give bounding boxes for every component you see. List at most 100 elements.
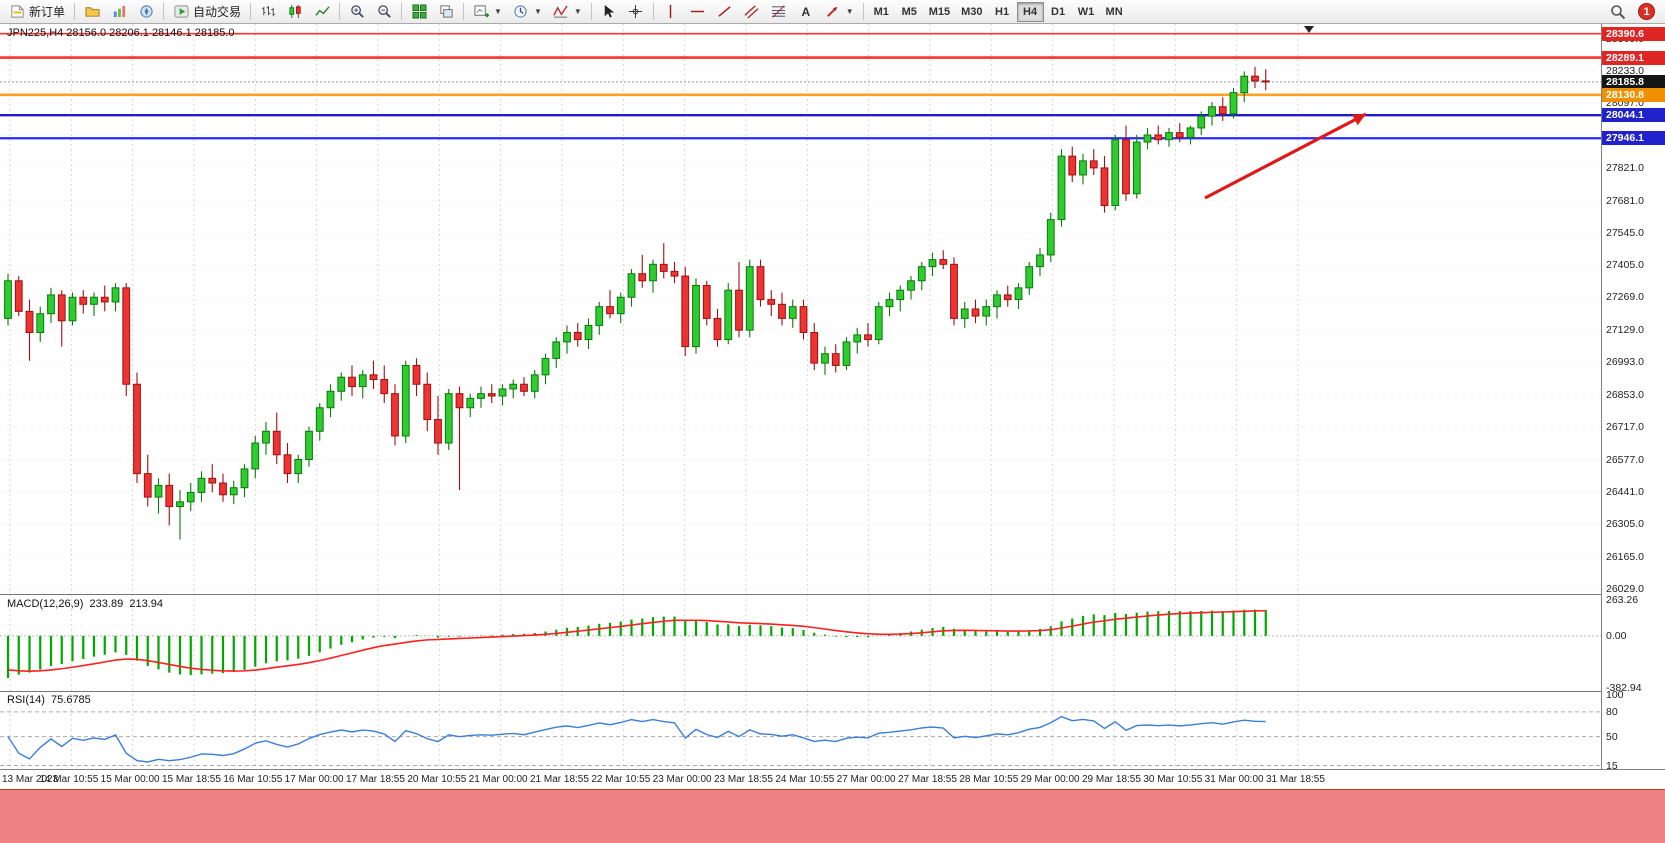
grid-lines	[0, 24, 1601, 768]
timeframe-m15-button[interactable]: M15	[924, 2, 955, 22]
ohlc-bars-icon	[260, 4, 276, 20]
time-tick-label: 23 Mar 18:55	[714, 774, 773, 785]
timeframe-m1-button[interactable]: M1	[868, 2, 895, 22]
notification-badge[interactable]: 1	[1638, 3, 1655, 20]
price-grid-label: 26577.0	[1606, 454, 1644, 467]
rsi-label: RSI(14) 75.6785	[7, 694, 91, 706]
bar-chart-type-button[interactable]	[255, 2, 281, 22]
fibonacci-tool-button[interactable]	[766, 2, 792, 22]
profiles-button[interactable]	[79, 2, 105, 22]
price-line-chip: 28185.8	[1602, 74, 1665, 89]
price-grid-label: 27129.0	[1606, 324, 1644, 337]
time-tick-label: 27 Mar 18:55	[898, 774, 957, 785]
indicators-icon	[553, 4, 569, 20]
timeframe-group: M1 M5 M15 M30 H1 H4 D1 W1 MN	[868, 1, 1128, 22]
new-order-button[interactable]: 新订单	[4, 2, 70, 22]
crosshair-button[interactable]	[623, 2, 649, 22]
channel-tool-button[interactable]	[739, 2, 765, 22]
chart-title: JPN225,H4 28156.0 28206.1 28146.1 28185.…	[7, 27, 235, 39]
zoom-in-icon	[349, 4, 365, 20]
time-tick-label: 24 Mar 10:55	[775, 774, 835, 785]
rsi-line	[7, 715, 1266, 763]
toolbar-separator	[652, 3, 654, 20]
crosshair-icon	[628, 4, 644, 20]
period-button[interactable]: ▼	[508, 2, 547, 22]
line-chart-type-button[interactable]	[309, 2, 335, 22]
price-grid-label: 27269.0	[1606, 291, 1644, 304]
dropdown-caret-icon: ▼	[494, 7, 502, 16]
price-grid-label: 27681.0	[1606, 194, 1644, 207]
price-grid-label: 26305.0	[1606, 518, 1644, 531]
time-tick-label: 21 Mar 00:00	[468, 774, 528, 785]
time-tick-label: 29 Mar 18:55	[1082, 774, 1141, 785]
candlestick-chart-type-button[interactable]	[282, 2, 308, 22]
toolbar-separator	[339, 3, 341, 20]
macd-scale-max: 263.26	[1606, 594, 1639, 606]
cursor-button[interactable]	[596, 2, 622, 22]
time-tick-label: 30 Mar 10:55	[1143, 774, 1203, 785]
profiles-folder-icon	[84, 4, 100, 20]
notification-count: 1	[1643, 5, 1650, 18]
macd-scale-zero: 0.00	[1606, 629, 1627, 642]
dropdown-caret-icon: ▼	[573, 7, 582, 16]
time-tick-label: 31 Mar 18:55	[1266, 774, 1325, 785]
candlestick-icon	[287, 4, 303, 20]
timeframe-d1-button[interactable]: D1	[1045, 2, 1072, 22]
trendline-tool-button[interactable]	[712, 2, 738, 22]
price-grid-label: 28233.0	[1606, 64, 1644, 77]
rsi-scale-label: 50	[1606, 730, 1618, 743]
auto-trading-button[interactable]: 自动交易	[168, 2, 246, 22]
price-axis[interactable]: 26029.0 26165.0 26305.0 26441.0 26577.0 26717…	[1601, 24, 1665, 772]
toolbar-separator	[862, 3, 864, 20]
timeframe-h4-button[interactable]: H4	[1016, 1, 1044, 22]
timeframe-m5-button[interactable]: M5	[896, 2, 923, 22]
trendline-icon	[717, 4, 733, 20]
rsi-pane	[0, 711, 1601, 767]
macd-signal-line	[7, 609, 1266, 672]
candlestick-series	[4, 66, 1270, 540]
horizontal-price-lines[interactable]	[0, 32, 1601, 140]
new-chart-button[interactable]: ▼	[468, 2, 507, 22]
indicators-button[interactable]: ▼	[548, 2, 587, 22]
zoom-out-button[interactable]	[371, 2, 397, 22]
timeframe-mn-button[interactable]: MN	[1101, 2, 1128, 22]
line-chart-icon	[314, 4, 330, 20]
time-tick-label: 31 Mar 00:00	[1204, 774, 1264, 785]
macd-name: MACD(12,26,9)	[7, 598, 84, 610]
rsi-scale-label: 100	[1606, 689, 1624, 702]
toolbar-separator	[74, 3, 76, 20]
vertical-line-tool-button[interactable]	[658, 2, 684, 22]
auto-trading-label: 自动交易	[193, 5, 242, 19]
trend-arrow-annotation[interactable]	[1204, 112, 1367, 200]
time-tick-label: 20 Mar 10:55	[407, 774, 467, 785]
chart-shift-marker	[1304, 26, 1314, 33]
horizontal-line-tool-button[interactable]	[685, 2, 711, 22]
dropdown-caret-icon: ▼	[533, 7, 542, 16]
search-icon	[1610, 4, 1626, 20]
timeframe-h1-button[interactable]: H1	[989, 2, 1016, 22]
price-line-chip: 27946.1	[1602, 131, 1665, 146]
time-tick-label: 27 Mar 00:00	[836, 774, 896, 785]
price-grid-label: 27821.0	[1606, 161, 1644, 174]
price-line-chip: 28130.8	[1602, 87, 1665, 102]
time-axis[interactable]: 13 Mar 2023 14 Mar 10:55 15 Mar 00:00 15 Ma…	[0, 769, 1665, 789]
time-tick-label: 29 Mar 00:00	[1020, 774, 1080, 785]
tile-windows-button[interactable]	[406, 2, 432, 22]
navigator-button[interactable]	[133, 2, 159, 22]
timeframe-m30-button[interactable]: M30	[956, 2, 987, 22]
zoom-in-button[interactable]	[344, 2, 370, 22]
text-tool-button[interactable]: A	[793, 2, 819, 22]
cascade-windows-button[interactable]	[433, 2, 459, 22]
rsi-value: 75.6785	[51, 694, 91, 706]
arrows-tool-button[interactable]: ▼	[820, 2, 859, 22]
search-button[interactable]	[1605, 2, 1631, 22]
market-watch-button[interactable]	[106, 2, 132, 22]
vertical-line-icon	[663, 4, 679, 20]
time-tick-label: 17 Mar 18:55	[346, 774, 405, 785]
toolbar-separator	[163, 3, 165, 20]
timeframe-w1-button[interactable]: W1	[1073, 2, 1100, 22]
arrow-object-icon	[825, 4, 841, 20]
price-grid-label: 27405.0	[1606, 259, 1644, 272]
new-order-label: 新订单	[29, 5, 66, 19]
